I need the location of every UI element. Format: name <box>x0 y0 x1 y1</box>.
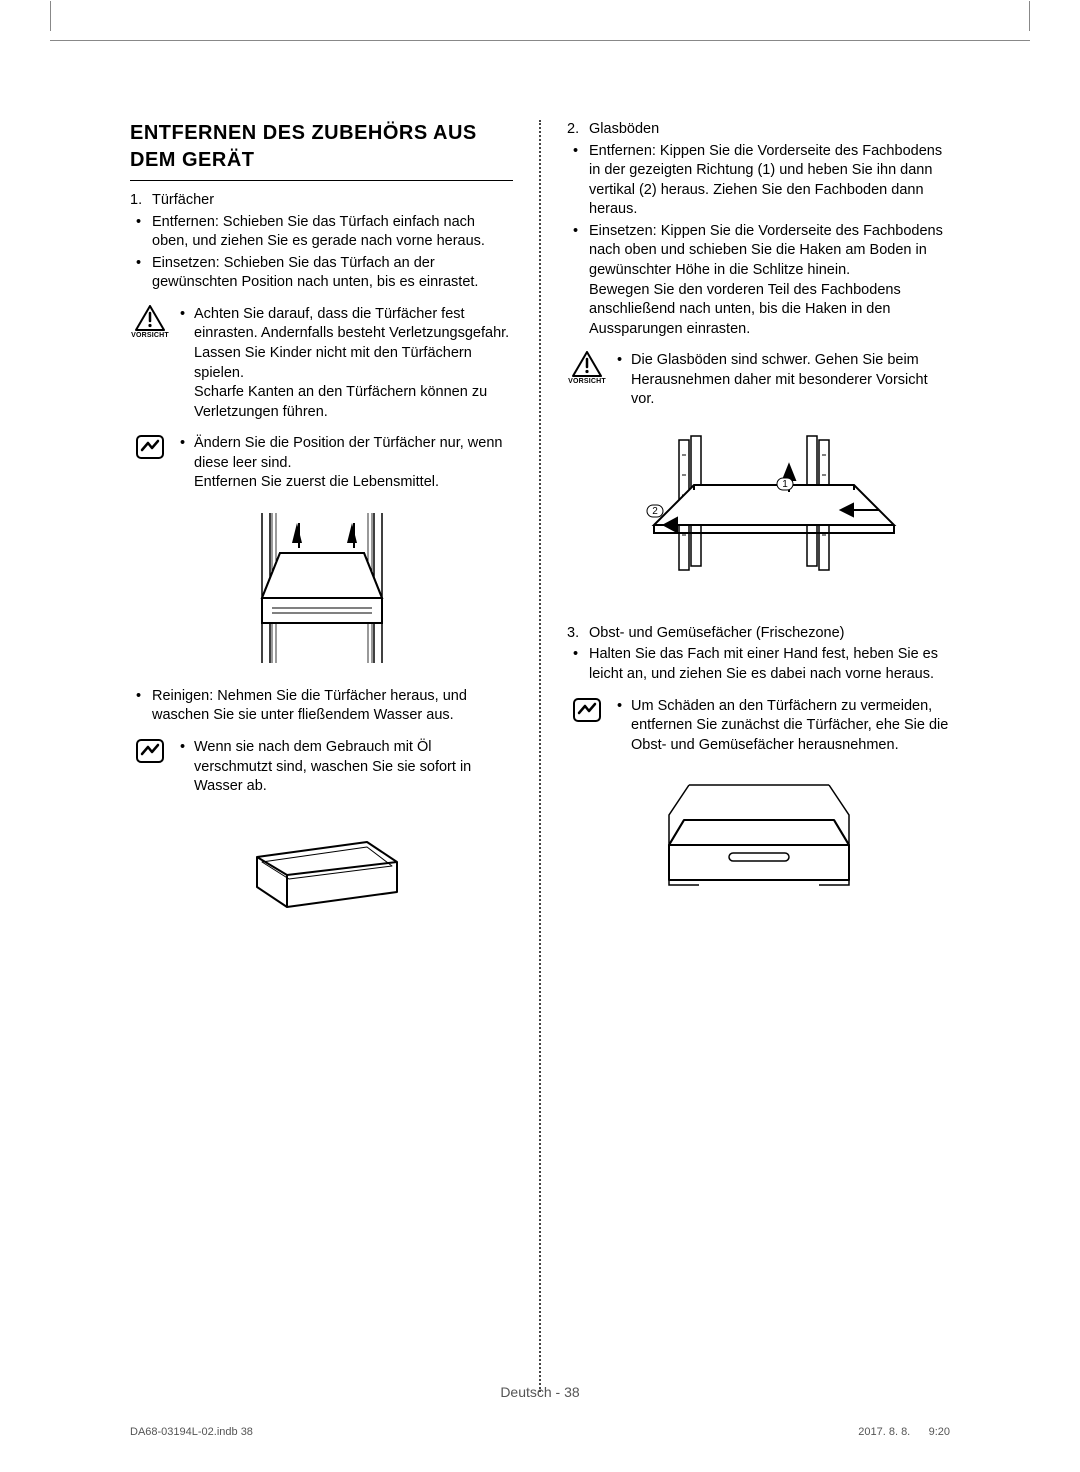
item3-number: 3. <box>567 624 579 644</box>
column-divider <box>539 120 541 1392</box>
doc-timestamp-right: 2017. 8. 8. 9:20 <box>858 1426 950 1438</box>
item2-bullets: Entfernen: Kippen Sie die Vorderseite de… <box>567 142 950 340</box>
callout-1: 1 <box>782 479 788 490</box>
note-block-right: Um Schäden an den Türfächern zu vermeide… <box>567 697 950 756</box>
caution-label: VORSICHT <box>131 331 169 340</box>
page-content: ENTFERNEN DES ZUBEHÖRS AUS DEM GERÄT 1. … <box>130 120 950 1392</box>
clean-text: Reinigen: Nehmen Sie die Türfächer herau… <box>130 687 513 726</box>
figure-door-bin-in-fridge <box>130 513 513 663</box>
caution-text: Achten Sie darauf, dass die Türfächer fe… <box>180 305 513 422</box>
clean-bullet: Reinigen: Nehmen Sie die Türfächer herau… <box>130 687 513 726</box>
note-icon <box>567 697 607 756</box>
note2-body: Wenn sie nach dem Gebrauch mit Öl versch… <box>180 738 513 797</box>
note2-text: Wenn sie nach dem Gebrauch mit Öl versch… <box>180 738 513 797</box>
note-icon <box>130 434 170 493</box>
item1-label: Türfächer <box>152 192 214 208</box>
caution-body: Die Glasböden sind schwer. Gehen Sie bei… <box>617 351 950 410</box>
item1-number: 1. <box>130 191 142 211</box>
item2-label: Glasböden <box>589 121 659 137</box>
callout-2: 2 <box>652 506 658 517</box>
caution-icon: VORSICHT <box>567 351 607 410</box>
title-underline <box>130 180 513 181</box>
bullet: Einsetzen: Schieben Sie das Türfach an d… <box>130 254 513 293</box>
caution-body: Achten Sie darauf, dass die Türfächer fe… <box>180 305 513 422</box>
note1-body: Ändern Sie die Position der Türfächer nu… <box>180 434 513 493</box>
bullet: Entfernen: Schieben Sie das Türfach einf… <box>130 213 513 252</box>
left-column: ENTFERNEN DES ZUBEHÖRS AUS DEM GERÄT 1. … <box>130 120 519 1392</box>
caution-block-right: VORSICHT Die Glasböden sind schwer. Gehe… <box>567 351 950 410</box>
list-item-1: 1. Türfächer <box>130 191 513 211</box>
note-text-right: Um Schäden an den Türfächern zu vermeide… <box>617 697 950 756</box>
item3-label: Obst- und Gemüsefächer (Frischezone) <box>589 625 844 641</box>
bullet: Einsetzen: Kippen Sie die Vorderseite de… <box>567 222 950 339</box>
caution-icon: VORSICHT <box>130 305 170 422</box>
bullet: Halten Sie das Fach mit einer Hand fest,… <box>567 645 950 684</box>
note-icon <box>130 738 170 797</box>
caution-block: VORSICHT Achten Sie darauf, dass die Tür… <box>130 305 513 422</box>
doc-id-left: DA68-03194L-02.indb 38 <box>130 1426 253 1438</box>
list-item-2: 2. Glasböden <box>567 120 950 140</box>
item2-number: 2. <box>567 120 579 140</box>
note-block-2: Wenn sie nach dem Gebrauch mit Öl versch… <box>130 738 513 797</box>
list-item-3: 3. Obst- und Gemüsefächer (Frischezone) <box>567 624 950 644</box>
caution-label: VORSICHT <box>568 377 606 386</box>
item1-bullets: Entfernen: Schieben Sie das Türfach einf… <box>130 213 513 293</box>
note-body: Um Schäden an den Türfächern zu vermeide… <box>617 697 950 756</box>
section-title: ENTFERNEN DES ZUBEHÖRS AUS DEM GERÄT <box>130 120 513 174</box>
item3-bullets: Halten Sie das Fach mit einer Hand fest,… <box>567 645 950 684</box>
figure-door-bin-alone <box>130 817 513 917</box>
figure-glass-shelf: 1 2 <box>567 430 950 600</box>
right-column: 2. Glasböden Entfernen: Kippen Sie die V… <box>561 120 950 1392</box>
note1-text: Ändern Sie die Position der Türfächer nu… <box>180 434 513 493</box>
note-block-1: Ändern Sie die Position der Türfächer nu… <box>130 434 513 493</box>
bullet: Entfernen: Kippen Sie die Vorderseite de… <box>567 142 950 220</box>
page-number: Deutsch - 38 <box>0 1384 1080 1400</box>
caution-text-right: Die Glasböden sind schwer. Gehen Sie bei… <box>617 351 950 410</box>
figure-vegetable-drawer <box>567 775 950 905</box>
